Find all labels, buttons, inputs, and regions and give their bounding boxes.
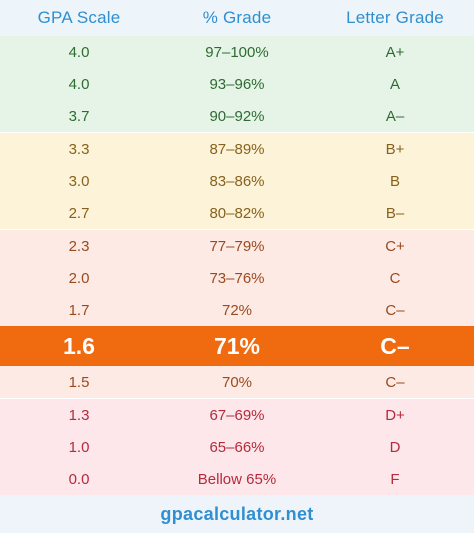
cell-gpa: 1.3 (68, 406, 90, 424)
cell-percent: 93–96% (209, 75, 265, 93)
cell-gpa: 4.0 (68, 43, 90, 61)
table-row: 2.3 77–79% C+ (0, 229, 474, 262)
cell-letter: C (389, 269, 401, 287)
site-name: gpacalculator.net (160, 503, 314, 524)
table-row-highlighted: 1.6 71% C– (0, 326, 474, 366)
table-header: GPA Scale % Grade Letter Grade (0, 0, 474, 36)
cell-percent: 80–82% (209, 204, 265, 222)
cell-gpa: 1.7 (68, 301, 90, 319)
cell-letter: C– (380, 332, 410, 359)
cell-percent: 97–100% (205, 43, 269, 61)
table-row: 2.7 80–82% B– (0, 197, 474, 229)
site-footer: gpacalculator.net (0, 495, 474, 533)
table-row: 1.3 67–69% D+ (0, 398, 474, 431)
cell-gpa: 4.0 (68, 75, 90, 93)
header-gpa-scale: GPA Scale (37, 8, 121, 27)
cell-gpa: 1.5 (68, 373, 90, 391)
cell-percent: 90–92% (209, 107, 265, 125)
cell-percent: 67–69% (209, 406, 265, 424)
table-row: 4.0 97–100% A+ (0, 36, 474, 68)
cell-percent: 83–86% (209, 172, 265, 190)
cell-letter: A (389, 75, 400, 93)
cell-letter: D (389, 438, 401, 456)
cell-letter: B (389, 172, 400, 190)
table-row: 1.7 72% C– (0, 294, 474, 326)
cell-percent: 73–76% (209, 269, 265, 287)
table-row: 1.5 70% C– (0, 366, 474, 398)
cell-gpa: 2.7 (68, 204, 90, 222)
table-body: 4.0 97–100% A+ 4.0 93–96% A 3.7 90–92% A– 3.3 87–8… (0, 36, 474, 495)
cell-percent: 72% (221, 301, 253, 319)
table-row: 2.0 73–76% C (0, 262, 474, 294)
cell-letter: C+ (385, 237, 405, 255)
cell-gpa: 2.0 (68, 269, 90, 287)
cell-gpa: 3.7 (68, 107, 90, 125)
cell-letter: B– (385, 204, 405, 222)
cell-gpa: 1.0 (68, 438, 90, 456)
cell-gpa: 0.0 (68, 470, 90, 488)
cell-letter: C– (385, 373, 405, 391)
cell-percent: 71% (213, 332, 261, 359)
cell-percent: Bellow 65% (197, 470, 277, 488)
table-row: 0.0 Bellow 65% F (0, 463, 474, 495)
cell-percent: 77–79% (209, 237, 265, 255)
header-percent-grade: % Grade (202, 8, 272, 27)
table-row: 3.7 90–92% A– (0, 100, 474, 132)
cell-gpa: 2.3 (68, 237, 90, 255)
cell-letter: A+ (385, 43, 405, 61)
table-row: 3.0 83–86% B (0, 165, 474, 197)
cell-gpa: 3.0 (68, 172, 90, 190)
cell-letter: F (390, 470, 400, 488)
cell-percent: 65–66% (209, 438, 265, 456)
cell-letter: C– (385, 301, 405, 319)
cell-percent: 70% (221, 373, 253, 391)
table-row: 1.0 65–66% D (0, 431, 474, 463)
cell-letter: B+ (385, 140, 405, 158)
cell-gpa: 3.3 (68, 140, 90, 158)
cell-gpa: 1.6 (63, 332, 95, 359)
cell-letter: A– (385, 107, 405, 125)
table-row: 4.0 93–96% A (0, 68, 474, 100)
header-letter-grade: Letter Grade (346, 8, 444, 27)
cell-percent: 87–89% (209, 140, 265, 158)
table-row: 3.3 87–89% B+ (0, 132, 474, 165)
cell-letter: D+ (385, 406, 405, 424)
